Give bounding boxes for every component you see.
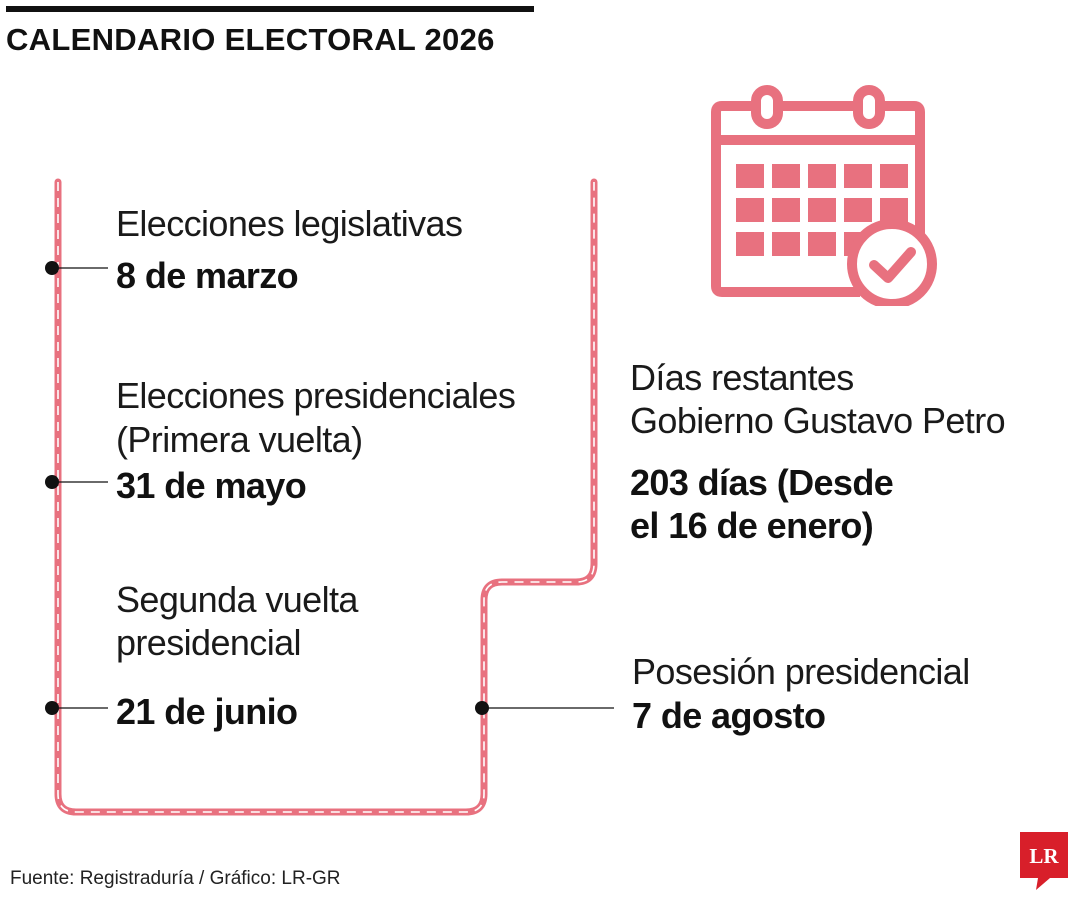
timeline-track-stitches [57,182,595,813]
countdown-label-line1: Días restantes [630,357,854,398]
lr-logo-text: LR [1029,844,1059,868]
event-date-legislativas: 8 de marzo [116,255,299,296]
countdown-value-line1: 203 días (Desde [630,462,894,503]
marker-dot-4 [475,701,489,715]
event-label-segunda-vuelta-line1: Segunda vuelta [116,579,358,620]
page-title: CALENDARIO ELECTORAL 2026 [6,22,495,57]
top-rule [6,6,534,12]
calendar-check-icon [711,85,937,306]
event-label-primera-vuelta-line2: (Primera vuelta) [116,419,363,460]
marker-dot-2 [45,475,59,489]
marker-dot-3 [45,701,59,715]
marker-dot-1 [45,261,59,275]
event-label-segunda-vuelta-line2: presidencial [116,622,302,663]
event-date-posesion: 7 de agosto [632,695,826,736]
event-date-segunda-vuelta: 21 de junio [116,691,298,732]
countdown-value-line2: el 16 de enero) [630,505,874,546]
lr-logo: LR [1020,832,1068,890]
countdown-label-line2: Gobierno Gustavo Petro [630,400,1006,441]
source-credit: Fuente: Registraduría / Gráfico: LR-GR [10,868,341,889]
event-date-primera-vuelta: 31 de mayo [116,465,307,506]
event-label-posesion: Posesión presidencial [632,651,970,692]
event-label-legislativas: Elecciones legislativas [116,203,463,244]
event-label-primera-vuelta-line1: Elecciones presidenciales [116,375,516,416]
